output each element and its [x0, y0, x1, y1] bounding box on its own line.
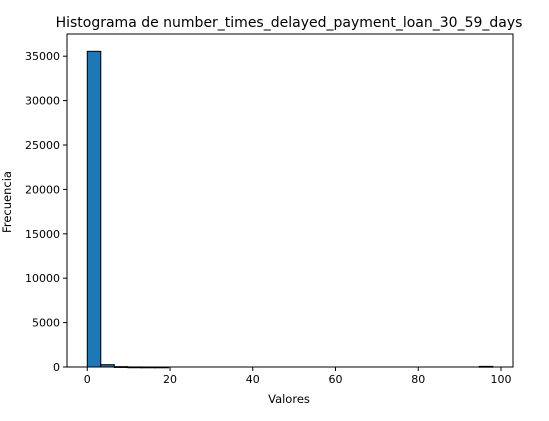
- y-tick-label: 5000: [32, 317, 60, 330]
- y-tick-label: 20000: [25, 183, 60, 196]
- histogram-bar: [86, 50, 102, 368]
- y-tick-label: 0: [53, 361, 60, 374]
- y-tick-label: 15000: [25, 228, 60, 241]
- x-tick-label: 80: [411, 373, 425, 386]
- y-tick-label: 35000: [25, 50, 60, 63]
- plot-frame: [66, 33, 514, 368]
- x-tick-label: 100: [491, 373, 512, 386]
- y-tick-label: 10000: [25, 272, 60, 285]
- x-tick-label: 40: [246, 373, 260, 386]
- chart-title: Histograma de number_times_delayed_payme…: [56, 15, 523, 31]
- x-tick-label: 20: [163, 373, 177, 386]
- y-tick-label: 25000: [25, 139, 60, 152]
- y-axis-label: Frecuencia: [0, 171, 14, 233]
- x-tick-label: 60: [329, 373, 343, 386]
- x-ticks-group: 0 20 40 60 80 100: [84, 367, 512, 386]
- bars-group: [86, 50, 494, 369]
- y-ticks-group: 0 5000 10000 15000 20000 25000 30000 35000: [25, 50, 67, 374]
- x-axis-label: Valores: [268, 392, 310, 406]
- y-tick-label: 30000: [25, 95, 60, 108]
- x-tick-label: 0: [84, 373, 91, 386]
